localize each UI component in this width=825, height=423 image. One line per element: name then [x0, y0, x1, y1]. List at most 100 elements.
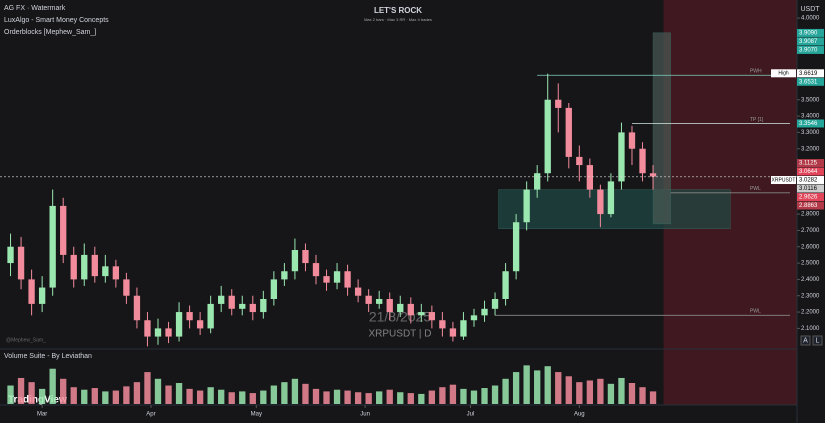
price-label: 3.9070 [799, 48, 818, 54]
volume-bar [154, 378, 162, 404]
candle-body [544, 99, 551, 174]
candle-body [249, 303, 256, 313]
candle-body [323, 276, 330, 283]
volume-bar [7, 385, 14, 404]
indicator-label[interactable]: Orderblocks [Mephew_Sam_] [4, 29, 96, 36]
volume-bar [49, 368, 56, 404]
candle-body [386, 299, 393, 313]
candle-body [291, 250, 299, 272]
volume-bar [449, 384, 457, 404]
volume-bar [91, 388, 98, 404]
price-label: 2.9626 [799, 195, 818, 201]
price-label-box [797, 201, 824, 210]
volume-bar [312, 388, 320, 404]
volume-bar [418, 393, 425, 404]
price-label-box [797, 77, 824, 86]
watermark: @Mephew_Sam_ [6, 337, 46, 343]
price-label-box [797, 176, 824, 185]
y-tick-label: 2.1000 [801, 326, 820, 332]
price-label: 2.8863 [799, 203, 818, 209]
volume-bar [481, 388, 488, 404]
volume-bar [407, 393, 414, 404]
volume-bar [597, 378, 604, 404]
candle-body [639, 148, 646, 174]
candle-body [397, 303, 404, 313]
volume-bar [576, 382, 583, 404]
indicator-label[interactable]: AG FX · Watermark [4, 5, 66, 12]
volume-bar [17, 377, 25, 404]
candle-body [102, 266, 109, 277]
candle-body [628, 132, 636, 149]
volume-bar [333, 389, 341, 404]
candle-body [418, 312, 425, 316]
auto-button[interactable] [800, 335, 811, 346]
volume-title: Volume Suite - By Leviathan [4, 353, 92, 360]
price-label-name-box [771, 69, 796, 78]
volume-bar [376, 391, 383, 404]
y-tick-label: 2.7000 [801, 228, 820, 234]
y-tick-label: 4.0000 [801, 16, 820, 22]
volume-bar [365, 393, 372, 404]
volume-bar [260, 390, 267, 404]
volume-bar [218, 389, 225, 404]
level-label: PWH [750, 69, 762, 75]
x-tick-label: Jun [360, 412, 370, 418]
candle-body [449, 328, 457, 337]
candle-body [344, 271, 351, 288]
volume-bar [354, 392, 362, 404]
price-label: 3.3546 [799, 121, 818, 127]
price-label-name: High [778, 71, 789, 77]
price-label-box [797, 69, 824, 78]
price-label-box [797, 159, 824, 168]
candle-body [70, 254, 77, 280]
y-tick-label: 3.2000 [801, 146, 820, 152]
volume-bar [512, 372, 520, 404]
level-label: PWL [750, 186, 761, 192]
volume-bar [523, 365, 530, 404]
candle-body [565, 107, 572, 157]
price-label: 3.0116 [799, 186, 818, 192]
volume-bar [228, 392, 235, 404]
y-tick-label: 2.8000 [801, 212, 820, 218]
indicator-label[interactable]: LuxAlgo - Smart Money Concepts [4, 17, 109, 24]
volume-bar [544, 366, 551, 404]
logo[interactable]: TradingView [8, 395, 67, 406]
volume-bar [470, 390, 478, 404]
volume-bar [428, 390, 436, 404]
auto-button-label[interactable]: A [803, 337, 808, 344]
candle-body [354, 287, 362, 296]
volume-bar [186, 388, 193, 404]
volume-bar [123, 386, 130, 404]
candle-body [91, 254, 98, 277]
volume-bar [586, 380, 594, 404]
volume-bar [281, 382, 288, 404]
price-label: 3.6619 [799, 71, 818, 77]
price-label-box [797, 119, 824, 128]
volume-bar [323, 391, 330, 404]
volume-bar [28, 382, 35, 404]
currency: USDT [800, 6, 820, 13]
candle-body [165, 328, 172, 337]
candle-body [576, 156, 583, 166]
price-label-box [797, 37, 824, 46]
log-button-label[interactable]: L [816, 337, 820, 344]
candle-body [312, 263, 320, 277]
candle-body [597, 189, 604, 215]
price-label-box [797, 167, 824, 176]
center-title: LET'S ROCK [374, 6, 422, 15]
candle-body [618, 132, 625, 182]
price-label: 3.1125 [799, 161, 818, 167]
candle-body [428, 312, 436, 321]
candle-body [218, 295, 225, 304]
log-button[interactable] [812, 335, 823, 346]
volume-bar [618, 377, 625, 404]
volume-bar [565, 376, 572, 404]
y-tick-label: 2.3000 [801, 293, 820, 299]
x-tick-label: Mar [37, 412, 47, 418]
candle-body [481, 308, 488, 316]
candle-body [649, 173, 657, 177]
candle-body [123, 279, 130, 296]
x-tick-label: Aug [574, 412, 585, 418]
price-label: 3.0282 [799, 178, 818, 184]
